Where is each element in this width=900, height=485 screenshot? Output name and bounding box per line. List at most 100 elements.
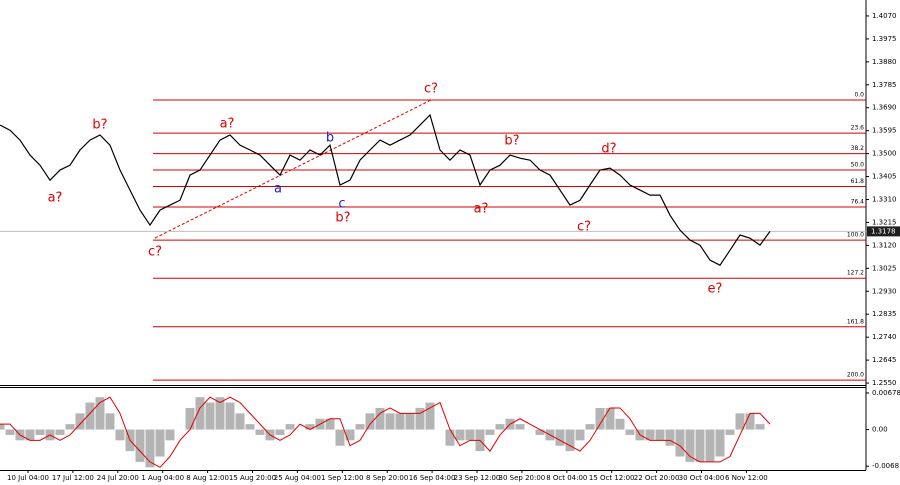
histogram-bar (645, 429, 655, 441)
y-tick-label: 0.00678 (872, 389, 900, 397)
fib-label: 127.2 (847, 270, 864, 277)
wave-label: c? (148, 245, 162, 260)
wave-label: a? (48, 191, 63, 206)
wave-label: c? (424, 82, 438, 97)
wave-label: a (274, 182, 282, 197)
x-tick-label: 15 Aug 20:00 (229, 474, 276, 482)
histogram-bar (735, 413, 745, 430)
histogram-bar (605, 407, 615, 430)
x-tick-label: 30 Oct 04:00 (679, 474, 725, 482)
histogram-bar (335, 429, 345, 446)
histogram-bar (375, 407, 385, 430)
x-tick-label: 25 Aug 04:00 (274, 474, 321, 482)
wave-label: c (338, 197, 345, 212)
histogram-bar (615, 418, 625, 430)
histogram-bar (575, 429, 585, 441)
wave-label: b (326, 131, 334, 146)
fib-label: 50.0 (851, 162, 865, 169)
wave-label: b? (92, 118, 107, 133)
histogram-bar (415, 407, 425, 430)
wave-label: e? (708, 282, 723, 297)
fib-label: 200.0 (847, 372, 864, 379)
histogram-bar (155, 429, 165, 457)
wave-label: a? (474, 202, 489, 217)
histogram-bar (165, 429, 175, 441)
histogram-bar (65, 424, 75, 430)
y-tick-label: 1.3690 (872, 104, 897, 112)
y-tick-label: 1.3500 (872, 150, 897, 158)
x-tick-label: 15 Oct 12:00 (589, 474, 635, 482)
fib-label: 38.2 (851, 145, 865, 152)
y-tick-label: 1.2550 (872, 379, 897, 387)
x-tick-label: 1 Sep 12:00 (321, 474, 363, 482)
histogram-bar (105, 413, 115, 430)
x-tick-label: 8 Sep 20:00 (366, 474, 408, 482)
histogram-bar (215, 397, 225, 430)
histogram-bar (455, 429, 465, 441)
histogram-bar (655, 429, 665, 441)
histogram-bar (535, 429, 545, 435)
histogram-bar (385, 413, 395, 430)
histogram-bar (675, 429, 685, 457)
histogram-bar (365, 413, 375, 430)
wave-label: c? (577, 220, 591, 235)
histogram-bar (235, 413, 245, 430)
histogram-bar (515, 424, 525, 430)
y-tick-label: 1.3025 (872, 264, 897, 272)
histogram-bar (595, 407, 605, 430)
y-tick-label: 1.2930 (872, 287, 897, 295)
histogram-bar (95, 397, 105, 430)
y-tick-label: 1.2645 (872, 356, 897, 364)
histogram-bar (715, 429, 725, 457)
trend-line (154, 99, 432, 239)
x-tick-label: 6 Nov 12:00 (725, 474, 768, 482)
histogram-bar (755, 424, 765, 430)
y-tick-label: 1.3595 (872, 127, 897, 135)
y-tick-label: 1.3215 (872, 218, 897, 226)
histogram-bar (85, 402, 95, 430)
x-tick-label: 30 Sep 20:00 (499, 474, 546, 482)
histogram-bar (285, 424, 295, 430)
histogram-bar (585, 424, 595, 430)
histogram-bar (195, 397, 205, 430)
histogram-bar (355, 424, 365, 430)
fib-label: 0.0 (854, 91, 864, 98)
y-tick-label: 1.3310 (872, 196, 897, 204)
histogram-bar (145, 429, 155, 468)
histogram-bar (495, 424, 505, 430)
histogram-bar (225, 402, 235, 430)
x-tick-label: 22 Oct 20:00 (634, 474, 680, 482)
histogram-bar (185, 407, 195, 430)
x-tick-label: 1 Aug 04:00 (141, 474, 184, 482)
histogram-bar (465, 429, 475, 441)
wave-label: b? (504, 134, 519, 149)
x-tick-label: 10 Jul 04:00 (7, 474, 49, 482)
histogram-bar (75, 413, 85, 430)
y-tick-label: 0.00 (872, 426, 888, 434)
histogram-bar (55, 429, 65, 435)
y-tick-label: 1.3880 (872, 58, 897, 66)
histogram-bar (0, 424, 5, 430)
wave-label: a? (220, 117, 235, 132)
histogram-bar (345, 429, 355, 441)
histogram-bar (115, 429, 125, 441)
y-tick-label: 1.3785 (872, 81, 897, 89)
wave-label: d? (601, 142, 616, 157)
histogram-bar (325, 418, 335, 430)
histogram-bar (705, 429, 715, 462)
fib-label: 61.8 (851, 178, 865, 185)
x-tick-label: 23 Sep 12:00 (454, 474, 501, 482)
histogram-bar (695, 429, 705, 462)
x-tick-label: 8 Oct 04:00 (546, 474, 587, 482)
y-tick-label: -0.0068 (872, 462, 899, 470)
fib-label: 100.0 (847, 232, 864, 239)
histogram-bar (725, 429, 735, 435)
fib-label: 76.4 (851, 198, 865, 205)
histogram-bar (485, 429, 495, 435)
y-tick-label: 1.3405 (872, 173, 897, 181)
histogram-bar (555, 429, 565, 446)
histogram-bar (305, 424, 315, 430)
signal-line (0, 396, 771, 468)
histogram-bar (625, 429, 635, 435)
